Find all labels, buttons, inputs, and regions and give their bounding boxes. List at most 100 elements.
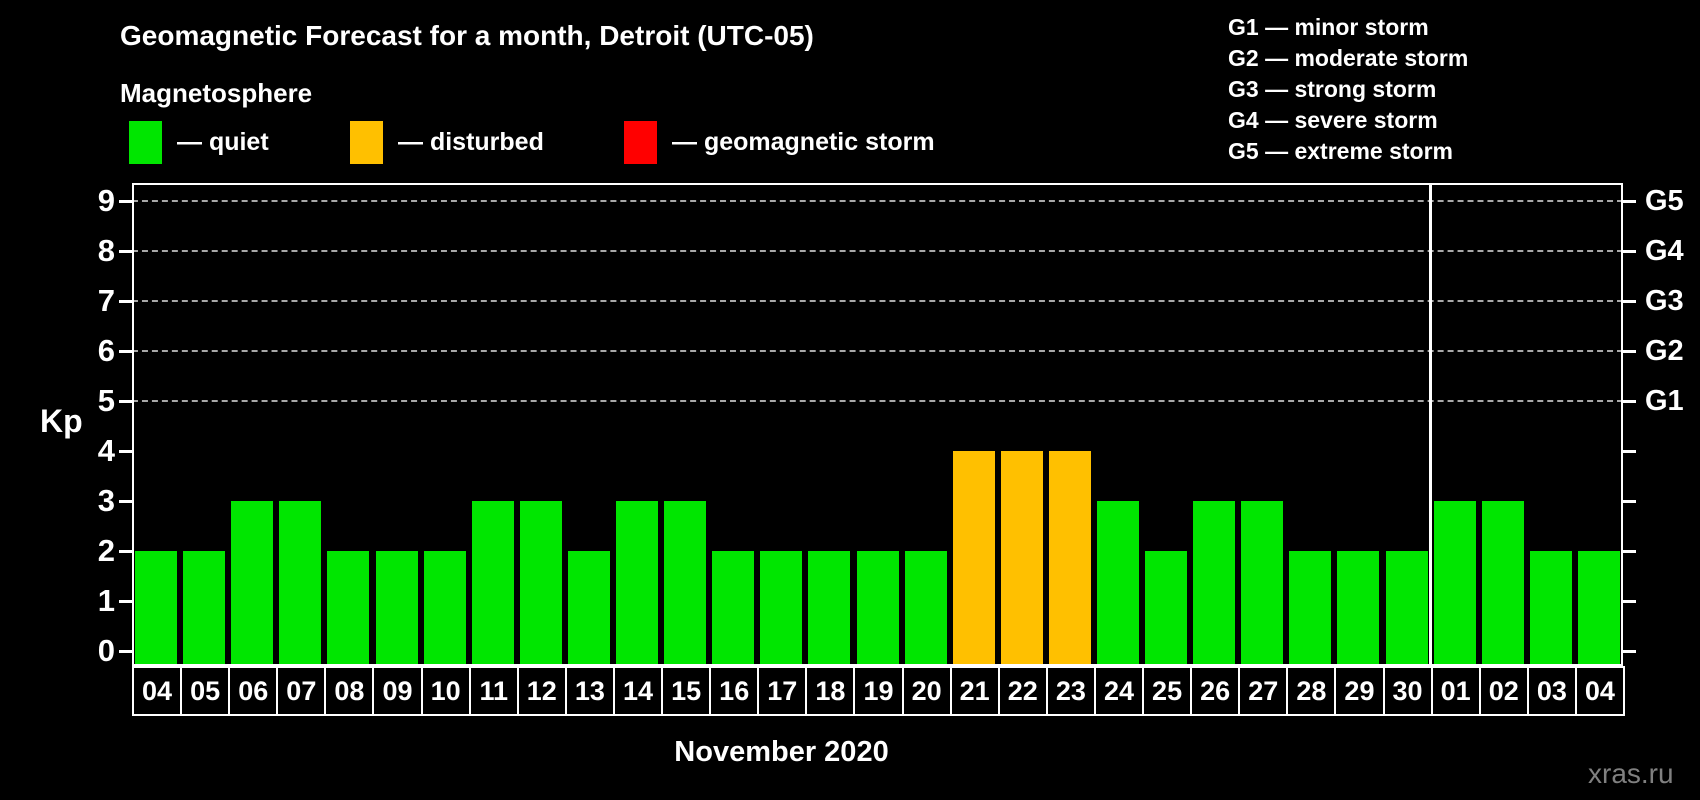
month-boundary-line xyxy=(1429,183,1433,666)
bar-day-09 xyxy=(375,551,418,666)
day-label-nov-21: 21 xyxy=(949,666,1000,716)
day-label-nov-24: 24 xyxy=(1093,666,1145,716)
day-label-nov-16: 16 xyxy=(709,666,760,716)
bar-day-08 xyxy=(327,551,370,666)
bar-day-01 xyxy=(1433,501,1476,666)
day-label-dec-01: 01 xyxy=(1430,666,1481,716)
storm-scale-legend-line: G3 — strong storm xyxy=(1228,76,1437,102)
day-label-nov-29: 29 xyxy=(1334,666,1385,716)
quiet-color-swatch xyxy=(129,121,162,164)
right-axis-tick xyxy=(1623,500,1636,503)
bar-day-06 xyxy=(231,501,274,666)
y-axis-tick xyxy=(119,600,132,603)
day-label-nov-28: 28 xyxy=(1286,666,1337,716)
bar-day-19 xyxy=(856,551,899,666)
bar-day-10 xyxy=(423,551,466,666)
y-axis-tick xyxy=(119,200,132,203)
y-tick-label-0: 0 xyxy=(97,633,115,668)
right-axis-tick xyxy=(1623,300,1636,303)
y-axis-tick xyxy=(119,500,132,503)
y-axis-tick xyxy=(119,650,132,653)
day-label-dec-02: 02 xyxy=(1478,666,1529,716)
day-label-nov-07: 07 xyxy=(276,666,327,716)
day-label-nov-18: 18 xyxy=(805,666,856,716)
right-axis-tick xyxy=(1623,650,1636,653)
day-label-dec-03: 03 xyxy=(1526,666,1577,716)
month-label: November 2020 xyxy=(674,736,889,768)
y-axis-tick xyxy=(119,300,132,303)
y-tick-label-4: 4 xyxy=(97,433,115,468)
storm-scale-legend-line: G2 — moderate storm xyxy=(1228,45,1469,71)
day-label-nov-04: 04 xyxy=(132,666,183,716)
storm-scale-legend-line: G4 — severe storm xyxy=(1228,107,1438,133)
y-axis-label: Kp xyxy=(40,403,83,439)
day-label-nov-22: 22 xyxy=(997,666,1048,716)
y-axis-tick xyxy=(119,450,132,453)
legend-label-quiet: — quiet xyxy=(177,128,269,156)
bar-day-03 xyxy=(1529,551,1572,666)
day-label-nov-05: 05 xyxy=(180,666,231,716)
storm-color-swatch xyxy=(624,121,657,164)
y-axis-tick xyxy=(119,550,132,553)
storm-scale-legend: G1 — minor storm G2 — moderate storm G3 — … xyxy=(1228,12,1468,167)
day-label-nov-12: 12 xyxy=(516,666,567,716)
y-tick-label-1: 1 xyxy=(97,583,115,618)
bar-day-21 xyxy=(952,451,995,666)
day-label-nov-23: 23 xyxy=(1045,666,1096,716)
day-label-nov-17: 17 xyxy=(757,666,808,716)
day-label-nov-19: 19 xyxy=(853,666,904,716)
day-label-nov-20: 20 xyxy=(901,666,952,716)
watermark: xras.ru xyxy=(1588,758,1674,789)
right-axis-label-G4: G4 xyxy=(1645,235,1684,267)
x-axis-day-labels: 04 05 06 07 08 09 10 11 12 13 14 15 16 17 18 19 20 21 22 23… xyxy=(132,666,1625,716)
bar-day-17 xyxy=(760,551,803,666)
day-label-nov-26: 26 xyxy=(1190,666,1241,716)
bar-day-04 xyxy=(1577,551,1620,666)
right-axis-label-G2: G2 xyxy=(1645,335,1684,367)
right-axis-label-G3: G3 xyxy=(1645,285,1684,317)
bar-day-05 xyxy=(183,551,226,666)
bar-day-23 xyxy=(1048,451,1091,666)
bar-day-28 xyxy=(1289,551,1332,666)
bar-day-25 xyxy=(1145,551,1188,666)
bar-day-16 xyxy=(712,551,755,666)
storm-scale-legend-line: G1 — minor storm xyxy=(1228,14,1429,40)
bar-day-12 xyxy=(519,501,562,666)
legend-item-disturbed: — disturbed xyxy=(350,121,544,164)
right-axis-tick xyxy=(1623,600,1636,603)
day-label-nov-25: 25 xyxy=(1142,666,1193,716)
right-axis-tick xyxy=(1623,550,1636,553)
bar-day-11 xyxy=(471,501,514,666)
magnetosphere-label: Magnetosphere xyxy=(120,78,313,108)
grid-line-kp5 xyxy=(132,400,1623,402)
day-label-nov-10: 10 xyxy=(420,666,471,716)
storm-scale-legend-line: G5 — extreme storm xyxy=(1228,138,1453,164)
y-tick-label-9: 9 xyxy=(97,183,115,218)
legend-label-storm: — geomagnetic storm xyxy=(672,128,935,156)
day-label-nov-30: 30 xyxy=(1382,666,1433,716)
right-axis-label-G1: G1 xyxy=(1645,385,1684,417)
y-tick-label-3: 3 xyxy=(97,483,115,518)
y-tick-label-6: 6 xyxy=(97,333,115,368)
right-axis-label-G5: G5 xyxy=(1645,185,1684,217)
bar-day-18 xyxy=(808,551,851,666)
y-axis-tick xyxy=(119,400,132,403)
y-axis-tick xyxy=(119,350,132,353)
chart-title: Geomagnetic Forecast for a month, Detroi… xyxy=(120,20,814,51)
bar-day-26 xyxy=(1193,501,1236,666)
grid-line-kp8 xyxy=(132,250,1623,252)
grid-line-kp6 xyxy=(132,350,1623,352)
bar-day-27 xyxy=(1241,501,1284,666)
legend-item-storm: — geomagnetic storm xyxy=(624,121,935,164)
y-tick-label-8: 8 xyxy=(97,233,115,268)
day-label-nov-27: 27 xyxy=(1238,666,1289,716)
y-tick-label-5: 5 xyxy=(97,383,115,418)
disturbed-color-swatch xyxy=(350,121,383,164)
y-tick-label-7: 7 xyxy=(97,283,115,318)
bar-day-20 xyxy=(904,551,947,666)
day-label-nov-13: 13 xyxy=(564,666,615,716)
grid-line-kp9 xyxy=(132,200,1623,202)
bar-day-13 xyxy=(567,551,610,666)
right-axis-tick xyxy=(1623,350,1636,353)
